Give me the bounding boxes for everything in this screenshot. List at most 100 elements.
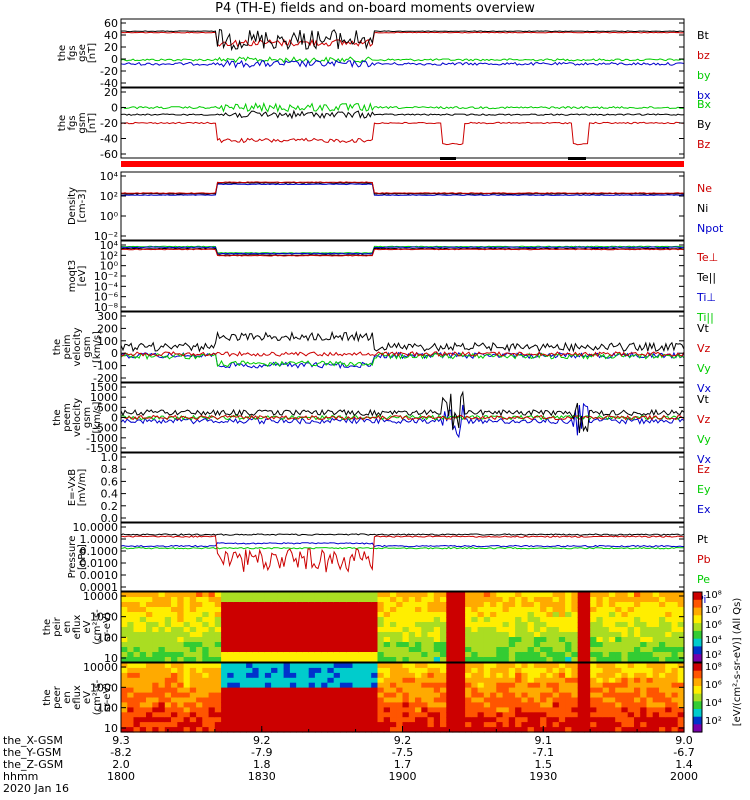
spectrogram-cell [346, 617, 354, 623]
spectrogram-cell [139, 692, 147, 699]
spectrogram-cell [477, 647, 485, 653]
spectrogram-cell [621, 717, 629, 723]
legend-entry-vt: Vt [697, 393, 710, 406]
y-axis-label: [cm-3] [77, 189, 88, 222]
spectrogram-cell [221, 627, 228, 633]
spectrogram-cell [227, 707, 235, 713]
spectrogram-cell [408, 692, 416, 699]
spectrogram-cell [233, 697, 241, 703]
spectrogram-cell [164, 687, 172, 694]
spectrogram-cell [358, 697, 366, 703]
spectrogram-cell [402, 642, 410, 648]
x-tick-label: -6.7 [673, 746, 694, 759]
spectrogram-cell [289, 682, 297, 689]
spectrogram-cell [477, 632, 485, 638]
spectrogram-cell [314, 712, 322, 718]
spectrogram-cell [502, 682, 510, 689]
spectrogram-cell [408, 607, 416, 613]
y-axis-label: peem [62, 403, 73, 431]
spectrogram-cell [314, 597, 322, 603]
spectrogram-cell [508, 647, 516, 653]
spectrogram-cell [483, 692, 491, 699]
spectrogram-cell [296, 667, 304, 674]
spectrogram-cell [246, 712, 253, 718]
spectrogram-cell [377, 692, 385, 699]
spectrogram-cell [258, 592, 266, 598]
spectrogram-cell [521, 602, 529, 608]
spectrogram-cell [314, 682, 322, 689]
spectrogram-cell [296, 637, 304, 643]
spectrogram-cell [183, 622, 191, 628]
spectrogram-cell [477, 607, 485, 613]
spectrogram-cell [502, 652, 510, 658]
spectrogram-cell [121, 627, 128, 633]
spectrogram-cell [483, 667, 491, 674]
spectrogram-cell [333, 682, 341, 689]
spectrogram-cell [602, 612, 610, 618]
spectrogram-cell [427, 597, 435, 603]
spectrogram-cell [346, 677, 354, 684]
spectrogram-cell [558, 712, 566, 718]
spectrogram-cell [258, 622, 266, 628]
spectrogram-cell [590, 657, 598, 663]
spectrogram-cell [139, 677, 147, 684]
spectrogram-cell [615, 652, 623, 658]
spectrogram-cell [327, 712, 335, 718]
spectrogram-cell [602, 652, 610, 658]
spectrogram-cell [189, 717, 197, 723]
spectrogram-cell [490, 657, 497, 663]
spectrogram-cell [659, 663, 666, 669]
spectrogram-cell [333, 707, 341, 713]
spectrogram-cell [227, 602, 235, 608]
spectrogram-cell [283, 712, 291, 718]
spectrogram-cell [390, 697, 397, 703]
spectrogram-cell [252, 602, 260, 608]
spectrogram-cell [277, 667, 285, 674]
spectrogram-cell [640, 677, 648, 684]
spectrogram-cell [189, 687, 197, 694]
y-tick-label: 10⁴ [100, 170, 119, 183]
spectrogram-cell [289, 672, 297, 679]
spectrogram-cell [440, 672, 447, 679]
spectrogram-cell [365, 612, 372, 618]
spectrogram-cell [158, 637, 166, 643]
spectrogram-cell [433, 712, 441, 718]
spectrogram-cell [671, 702, 679, 708]
series-bz-line [120, 121, 685, 146]
spectrogram-cell [402, 647, 410, 653]
spectrogram-cell [152, 647, 160, 653]
spectrogram-cell [477, 722, 485, 728]
spectrogram-cell [577, 627, 585, 633]
spectrogram-cell [621, 677, 629, 684]
spectrogram-cell [308, 677, 316, 684]
spectrogram-cell [402, 622, 410, 628]
spectrogram-cell [227, 727, 235, 733]
spectrogram-cell [677, 667, 685, 674]
spectrogram-cell [659, 672, 666, 679]
spectrogram-cell [671, 612, 679, 618]
spectrogram-cell [433, 672, 441, 679]
spectrogram-cell [621, 663, 629, 669]
spectrogram-cell [221, 607, 228, 613]
spectrogram-cell [146, 652, 153, 658]
spectrogram-cell [634, 663, 641, 669]
x-tick-label: 9.2 [394, 734, 412, 747]
spectrogram-cell [665, 727, 673, 733]
spectrogram-cell [496, 652, 504, 658]
spectrogram-cell [490, 717, 497, 723]
spectrogram-cell [665, 592, 673, 598]
spectrogram-cell [608, 682, 616, 689]
spectrogram-cell [433, 607, 441, 613]
spectrogram-cell [365, 697, 372, 703]
spectrogram-cell [558, 707, 566, 713]
spectrogram-cell [271, 657, 278, 663]
spectrogram-cell [177, 667, 185, 674]
y-axis-label: [mV/m] [77, 469, 88, 507]
spectrogram-cell [596, 622, 604, 628]
spectrogram-cell [308, 702, 316, 708]
spectrogram-cell [352, 692, 360, 699]
spectrogram-cell [640, 647, 648, 653]
spectrogram-cell [402, 597, 410, 603]
spectrogram-cell [146, 677, 153, 684]
spectrogram-cell [527, 677, 535, 684]
